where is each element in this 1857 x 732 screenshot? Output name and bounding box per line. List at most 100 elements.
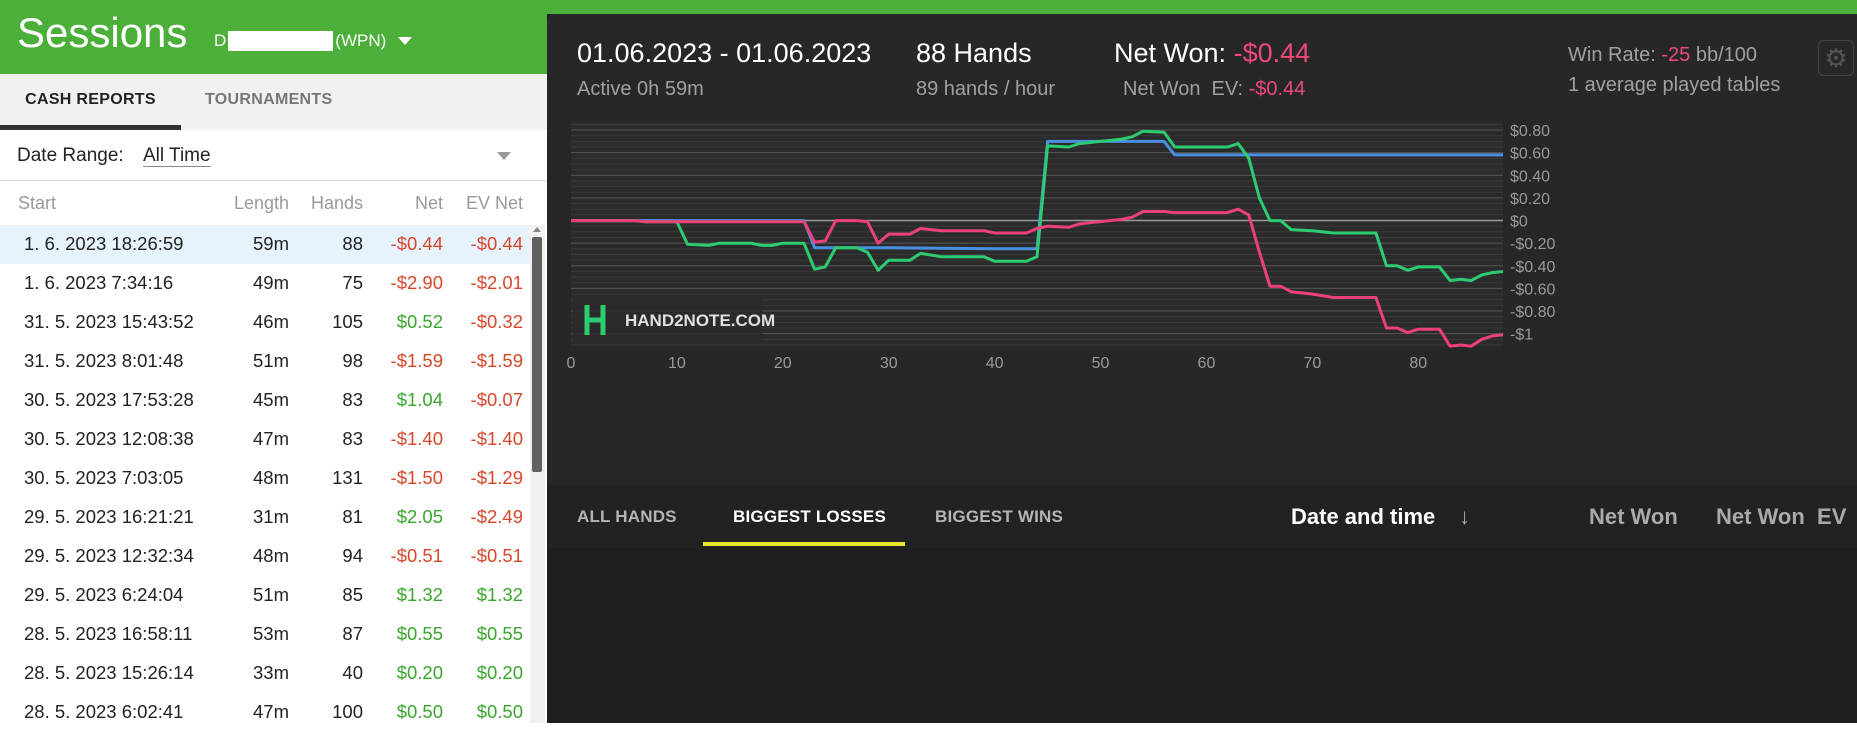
hands-tabs-bar: ALL HANDS BIGGEST LOSSES BIGGEST WINS Da…	[547, 485, 1857, 548]
account-name-prefix: D	[214, 31, 227, 50]
cell-ev-net: -$0.44	[470, 233, 523, 254]
chevron-down-icon	[398, 37, 413, 45]
table-row[interactable]: 30. 5. 2023 7:03:05 48m 131 -$1.50 -$1.29	[0, 459, 530, 498]
x-tick-label: 50	[1092, 355, 1110, 372]
cell-hands: 94	[342, 545, 363, 566]
net-won-ev-label: Net Won EV:	[1123, 78, 1244, 100]
cell-ev-net: -$1.40	[470, 428, 523, 449]
table-row[interactable]: 31. 5. 2023 8:01:48 51m 98 -$1.59 -$1.59	[0, 342, 530, 381]
tab-biggest-wins[interactable]: BIGGEST WINS	[935, 507, 1064, 526]
tab-cash-reports[interactable]: CASH REPORTS	[0, 74, 181, 130]
column-length[interactable]: Length	[233, 193, 289, 213]
cell-ev-net: -$0.51	[470, 545, 523, 566]
column-start[interactable]: Start	[18, 193, 57, 213]
watermark-text: HAND2NOTE.COM	[625, 311, 775, 330]
y-tick-label: $0.40	[1510, 168, 1550, 185]
cell-length: 48m	[253, 545, 289, 566]
cell-start: 30. 5. 2023 7:03:05	[24, 467, 184, 488]
report-tabs: CASH REPORTS TOURNAMENTS	[0, 74, 547, 130]
date-range-label: Date Range:	[17, 145, 124, 166]
date-range-select[interactable]: All Time	[143, 145, 211, 167]
hand2note-logo-icon	[584, 305, 606, 335]
y-tick-label: $0.20	[1510, 191, 1550, 208]
redacted-account-name	[228, 31, 334, 51]
chevron-down-icon[interactable]	[497, 152, 511, 160]
y-tick-label: -$0.40	[1510, 259, 1555, 276]
cell-length: 46m	[253, 311, 289, 332]
active-time: Active 0h 59m	[577, 78, 704, 100]
y-tick-label: -$0.20	[1510, 236, 1555, 253]
average-tables: 1 average played tables	[1568, 74, 1781, 96]
account-selector[interactable]: D (WPN)	[214, 30, 413, 52]
cell-length: 51m	[253, 350, 289, 371]
table-row[interactable]: 29. 5. 2023 6:24:04 51m 85 $1.32 $1.32	[0, 576, 530, 615]
column-hands[interactable]: Hands	[310, 193, 363, 213]
tab-all-hands[interactable]: ALL HANDS	[577, 507, 677, 526]
column-net-won-ev[interactable]: Net Won EV	[1716, 504, 1847, 529]
cell-ev-net: -$0.32	[470, 311, 523, 332]
cell-ev-net: -$0.07	[470, 389, 523, 410]
cell-hands: 40	[342, 662, 363, 683]
series-line-2	[571, 207, 1504, 348]
cell-net: $0.50	[396, 701, 443, 722]
net-won-value: -$0.44	[1233, 38, 1311, 68]
win-rate: Win Rate: -25 bb/100	[1568, 44, 1757, 67]
cell-net: -$0.51	[390, 545, 443, 566]
cell-hands: 83	[342, 389, 363, 410]
scroll-up-icon[interactable]	[533, 227, 541, 232]
cell-hands: 83	[342, 428, 363, 449]
table-row[interactable]: 1. 6. 2023 18:26:59 59m 88 -$0.44 -$0.44	[0, 225, 530, 264]
cell-ev-net: -$1.59	[470, 350, 523, 371]
cell-hands: 81	[342, 506, 363, 527]
cell-ev-net: $1.32	[476, 584, 523, 605]
table-row[interactable]: 29. 5. 2023 16:21:21 31m 81 $2.05 -$2.49	[0, 498, 530, 537]
gear-icon[interactable]: ⚙	[1818, 40, 1854, 76]
cell-length: 47m	[253, 428, 289, 449]
column-date-and-time[interactable]: Date and time	[1291, 504, 1436, 529]
tab-biggest-losses[interactable]: BIGGEST LOSSES	[733, 507, 886, 526]
cell-ev-net: -$1.29	[470, 467, 523, 488]
x-tick-label: 80	[1409, 355, 1427, 372]
cell-length: 45m	[253, 389, 289, 410]
win-rate-label: Win Rate:	[1568, 44, 1656, 66]
table-row[interactable]: 30. 5. 2023 17:53:28 45m 83 $1.04 -$0.07	[0, 381, 530, 420]
cell-net: -$1.50	[390, 467, 443, 488]
table-row[interactable]: 29. 5. 2023 12:32:34 48m 94 -$0.51 -$0.51	[0, 537, 530, 576]
active-tab-indicator	[703, 542, 905, 546]
cell-hands: 98	[342, 350, 363, 371]
cell-length: 51m	[253, 584, 289, 605]
series-line-1	[571, 129, 1504, 282]
column-ev-net[interactable]: EV Net	[465, 193, 523, 213]
cell-hands: 131	[332, 467, 363, 488]
table-row[interactable]: 1. 6. 2023 7:34:16 49m 75 -$2.90 -$2.01	[0, 264, 530, 303]
tab-tournaments[interactable]: TOURNAMENTS	[205, 91, 333, 108]
cell-length: 48m	[253, 467, 289, 488]
y-tick-label: -$1	[1510, 327, 1533, 344]
hands-count: 88 Hands	[916, 38, 1032, 68]
arrow-down-icon[interactable]: ↓	[1459, 504, 1470, 529]
sessions-header: Sessions D (WPN)	[0, 0, 547, 74]
cell-net: -$0.44	[390, 233, 443, 254]
cell-hands: 88	[342, 233, 363, 254]
cell-start: 28. 5. 2023 15:26:14	[24, 662, 194, 683]
cell-length: 49m	[253, 272, 289, 293]
sessions-panel: Sessions D (WPN) CASH REPORTS TOURNAMENT…	[0, 0, 547, 723]
net-won-ev-value: -$0.44	[1248, 78, 1306, 100]
cell-ev-net: -$2.01	[470, 272, 523, 293]
scrollbar-thumb[interactable]	[532, 237, 542, 472]
column-net[interactable]: Net	[414, 193, 443, 213]
cell-net: $1.04	[396, 389, 443, 410]
sessions-list: 1. 6. 2023 18:26:59 59m 88 -$0.44 -$0.44 1. 6…	[0, 225, 530, 732]
y-tick-label: $0	[1510, 214, 1528, 231]
session-date-range: 01.06.2023 - 01.06.2023	[577, 38, 872, 68]
table-row[interactable]: 31. 5. 2023 15:43:52 46m 105 $0.52 -$0.32	[0, 303, 530, 342]
cell-start: 28. 5. 2023 16:58:11	[24, 623, 193, 644]
table-row[interactable]: 28. 5. 2023 15:26:14 33m 40 $0.20 $0.20	[0, 654, 530, 693]
cell-start: 31. 5. 2023 15:43:52	[24, 311, 194, 332]
cell-start: 30. 5. 2023 12:08:38	[24, 428, 194, 449]
table-row[interactable]: 28. 5. 2023 6:02:41 47m 100 $0.50 $0.50	[0, 693, 530, 732]
table-row[interactable]: 30. 5. 2023 12:08:38 47m 83 -$1.40 -$1.40	[0, 420, 530, 459]
column-net-won[interactable]: Net Won	[1589, 504, 1678, 529]
cell-ev-net: $0.20	[476, 662, 523, 683]
table-row[interactable]: 28. 5. 2023 16:58:11 53m 87 $0.55 $0.55	[0, 615, 530, 654]
